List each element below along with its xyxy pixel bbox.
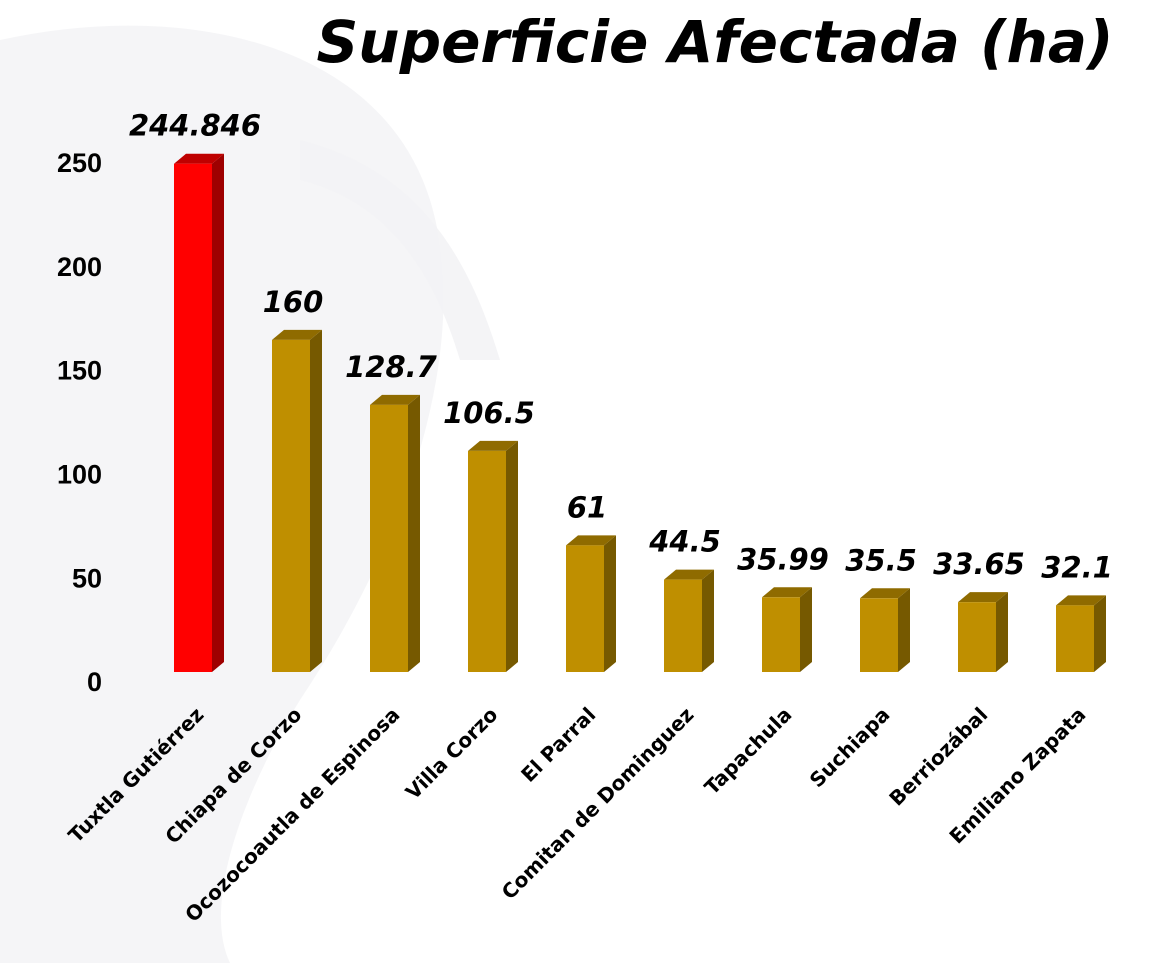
bar-top — [664, 569, 714, 580]
bar-top — [762, 587, 812, 598]
bar-side — [898, 588, 910, 672]
bar-front — [272, 339, 310, 672]
bar-top — [1056, 595, 1106, 606]
bar-top — [370, 394, 420, 405]
x-tick-label: Tapachula — [700, 702, 797, 799]
data-label: 244.846 — [129, 109, 261, 143]
data-label: 160 — [263, 285, 324, 319]
x-tick-label: Comitan de Dominguez — [497, 702, 699, 904]
bar-front — [958, 602, 996, 672]
data-label: 106.5 — [443, 396, 535, 430]
bar-front — [762, 597, 800, 672]
bar-side — [408, 394, 420, 672]
bar-top — [860, 588, 910, 599]
data-label: 61 — [567, 490, 607, 524]
y-tick-label: 250 — [57, 148, 102, 178]
bar-side — [310, 329, 322, 672]
y-tick-label: 50 — [72, 563, 102, 593]
y-tick-label: 150 — [57, 356, 102, 386]
bar-side — [800, 587, 812, 672]
bar — [468, 440, 518, 672]
bar-side — [212, 153, 224, 672]
x-tick-label: El Parral — [516, 702, 600, 786]
bar-side — [996, 592, 1008, 672]
bar-front — [860, 598, 898, 672]
bar-side — [702, 569, 714, 672]
bar — [370, 394, 420, 672]
bar-front — [174, 163, 212, 672]
bar-top — [468, 440, 518, 451]
data-label: 128.7 — [345, 350, 438, 384]
data-label: 32.1 — [1041, 550, 1113, 584]
bar — [860, 588, 910, 672]
bar-front — [468, 450, 506, 672]
bar-top — [566, 535, 616, 546]
bar-front — [1056, 605, 1094, 672]
x-tick-label: Suchiapa — [805, 702, 895, 792]
x-tick-label: Villa Corzo — [401, 702, 503, 804]
data-label: 35.5 — [845, 543, 917, 577]
chart-title: Superficie Afectada (ha) — [317, 8, 1114, 76]
bar-side — [604, 535, 616, 672]
bar — [1056, 595, 1106, 672]
bar — [566, 535, 616, 672]
data-label: 44.5 — [648, 525, 721, 559]
bar-top — [174, 153, 224, 164]
bar — [174, 153, 224, 672]
y-tick-label: 0 — [87, 667, 102, 697]
bar-side — [506, 440, 518, 672]
bar — [272, 329, 322, 672]
x-tick-label: Berriozábal — [884, 702, 992, 810]
bar — [762, 587, 812, 672]
bar-top — [272, 329, 322, 340]
bar-front — [370, 404, 408, 672]
data-label: 35.99 — [737, 542, 829, 576]
bar — [664, 569, 714, 672]
y-tick-label: 200 — [57, 252, 102, 282]
bar-top — [958, 592, 1008, 603]
y-tick-label: 100 — [57, 460, 102, 490]
bar — [958, 592, 1008, 672]
data-label: 33.65 — [933, 547, 1025, 581]
bar-side — [1094, 595, 1106, 672]
bar-front — [566, 545, 604, 672]
bar-front — [664, 579, 702, 672]
